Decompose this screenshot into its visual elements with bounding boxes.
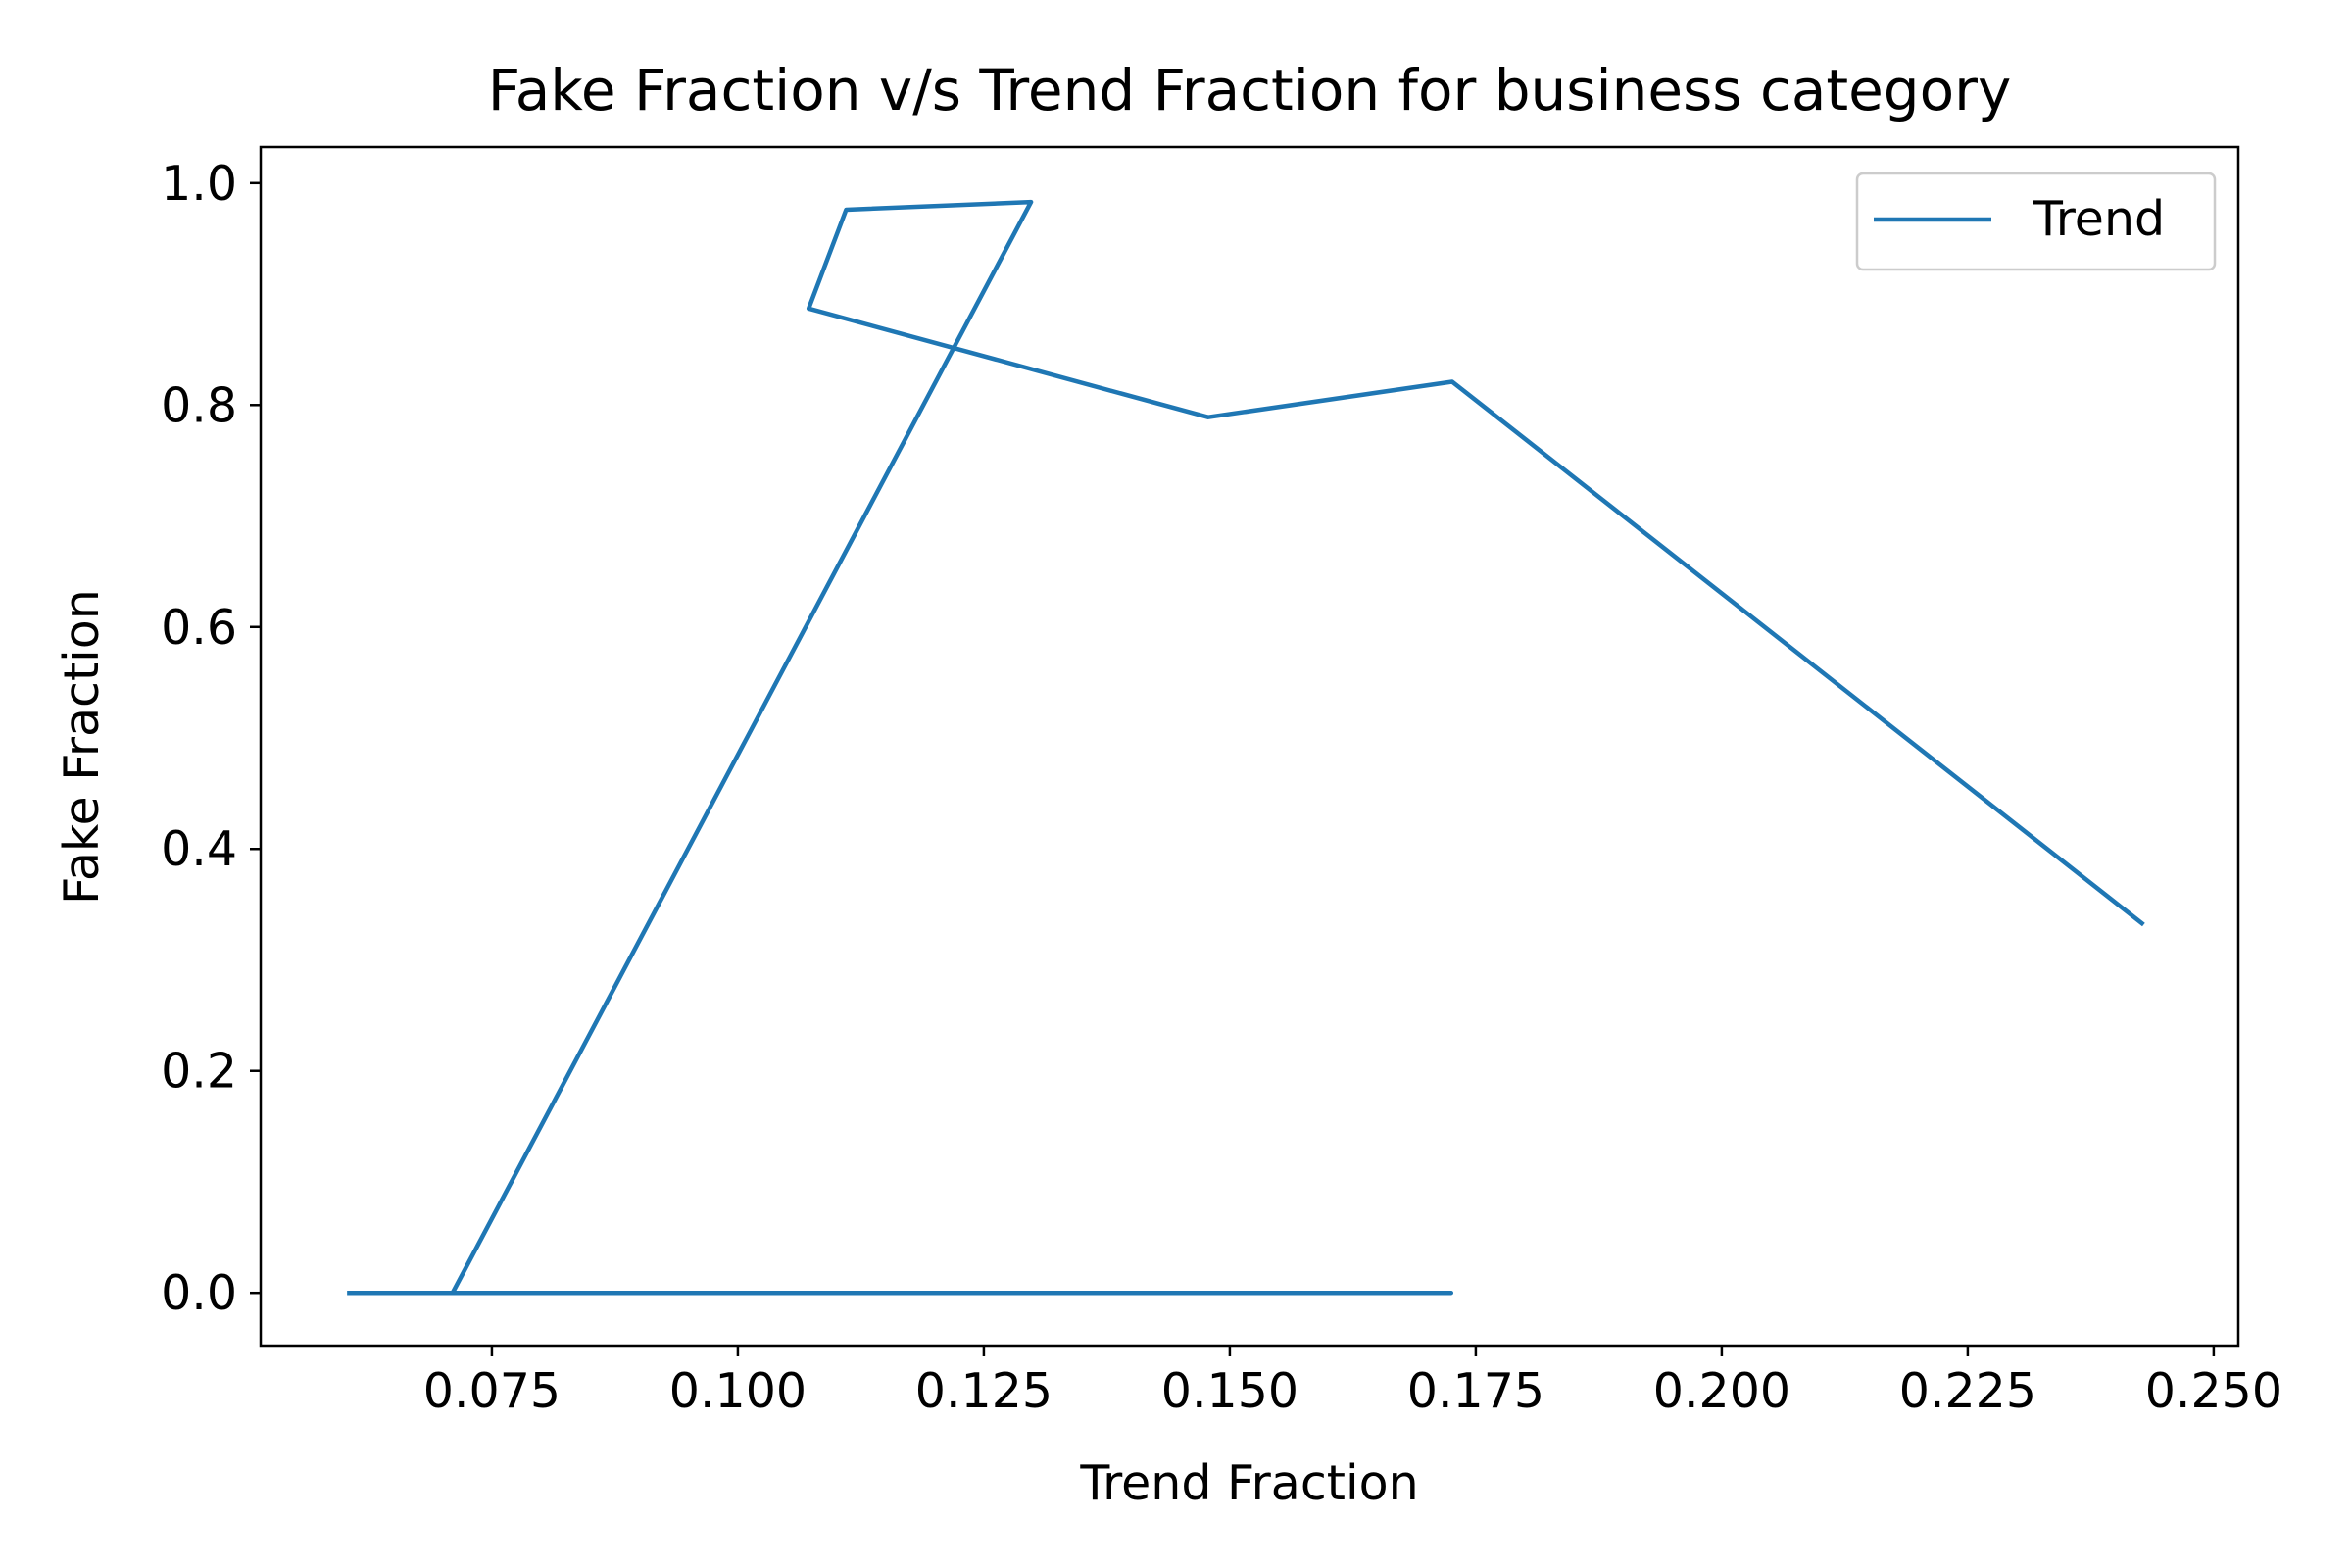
y-tick-label: 0.4	[161, 821, 237, 877]
x-tick-label: 0.075	[423, 1363, 561, 1419]
x-tick-label: 0.125	[915, 1363, 1053, 1419]
x-tick-label: 0.150	[1161, 1363, 1298, 1419]
x-tick-label: 0.175	[1407, 1363, 1544, 1419]
y-tick-label: 0.6	[161, 600, 237, 656]
x-axis-label: Trend Fraction	[1079, 1455, 1418, 1511]
y-tick-label: 0.0	[161, 1265, 237, 1321]
series-line-trend	[347, 199, 2145, 1296]
y-tick-label: 0.2	[161, 1044, 237, 1100]
y-axis-ticks: 0.0 0.2 0.4 0.6 0.8 1.0	[161, 156, 261, 1321]
plot-series	[347, 199, 2145, 1296]
x-tick-label: 0.225	[1899, 1363, 2036, 1419]
y-axis-label: Fake Fraction	[54, 589, 110, 905]
y-tick-label: 0.8	[161, 377, 237, 433]
chart-title: Fake Fraction v/s Trend Fraction for bus…	[488, 57, 2012, 123]
x-tick-label: 0.100	[669, 1363, 807, 1419]
y-tick-label: 1.0	[161, 156, 237, 212]
x-tick-label: 0.250	[2145, 1363, 2282, 1419]
x-axis-ticks: 0.075 0.100 0.125 0.150 0.175 0.200 0.225 0.250	[423, 1346, 2282, 1419]
x-tick-label: 0.200	[1653, 1363, 1790, 1419]
plot-frame	[259, 145, 2240, 1348]
legend: Trend	[1855, 172, 2217, 271]
legend-box	[1855, 172, 2217, 271]
legend-label-trend: Trend	[2033, 191, 2165, 247]
